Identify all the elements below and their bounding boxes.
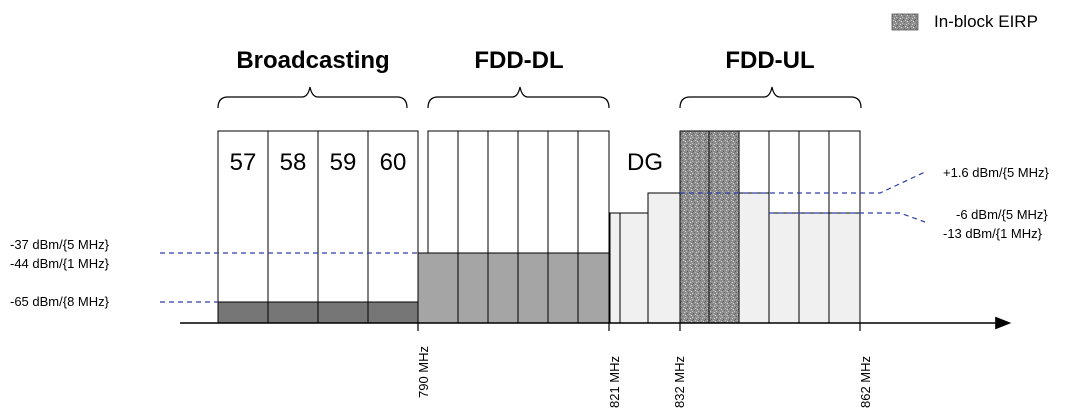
in-block-eirp-block-2 xyxy=(708,130,740,324)
channel-block-58 xyxy=(267,130,319,324)
limit-label-d: +1.6 dBm/{5 MHz} xyxy=(943,165,1050,180)
in-block-eirp-block-1 xyxy=(679,130,710,324)
brace-fdd-ul xyxy=(679,86,862,109)
group-title-broadcasting: Broadcasting xyxy=(236,47,389,74)
channel-label-57: 57 xyxy=(230,149,257,176)
brace-broadcasting xyxy=(217,86,408,109)
group-title-fdd-dl: FDD-DL xyxy=(474,47,563,74)
channel-label-59: 59 xyxy=(330,149,357,176)
channel-block-57 xyxy=(217,130,269,324)
limit-label-b: -44 dBm/{1 MHz} xyxy=(10,256,110,271)
channel-block-60 xyxy=(367,130,419,324)
legend-label: In-block EIRP xyxy=(934,12,1038,31)
fdd-dl-blocks xyxy=(417,130,610,324)
freq-label-832: 832 MHz xyxy=(672,356,687,408)
limit-label-a: -37 dBm/{5 MHz} xyxy=(10,237,110,252)
limit-lines xyxy=(160,171,926,303)
channel-block-59 xyxy=(317,130,369,324)
limit-label-c: -65 dBm/{8 MHz} xyxy=(10,294,110,309)
fdd-ul-blocks xyxy=(679,130,861,324)
dl-level-bar xyxy=(417,252,610,324)
group-title-fdd-ul: FDD-UL xyxy=(725,47,814,74)
limit-label-e: -6 dBm/{5 MHz} xyxy=(956,207,1048,222)
channel-label-58: 58 xyxy=(280,149,307,176)
dg-label: DG xyxy=(627,149,663,176)
channel-label-60: 60 xyxy=(380,149,407,176)
duplex-gap-blocks xyxy=(609,192,681,324)
legend-swatch-icon xyxy=(891,13,919,31)
freq-label-821: 821 MHz xyxy=(607,356,622,408)
freq-label-862: 862 MHz xyxy=(858,356,873,408)
limit-label-f: -13 dBm/{1 MHz} xyxy=(943,226,1043,241)
freq-label-790: 790 MHz xyxy=(416,346,431,398)
brace-fdd-dl xyxy=(427,86,610,109)
broadcasting-blocks xyxy=(217,130,419,324)
